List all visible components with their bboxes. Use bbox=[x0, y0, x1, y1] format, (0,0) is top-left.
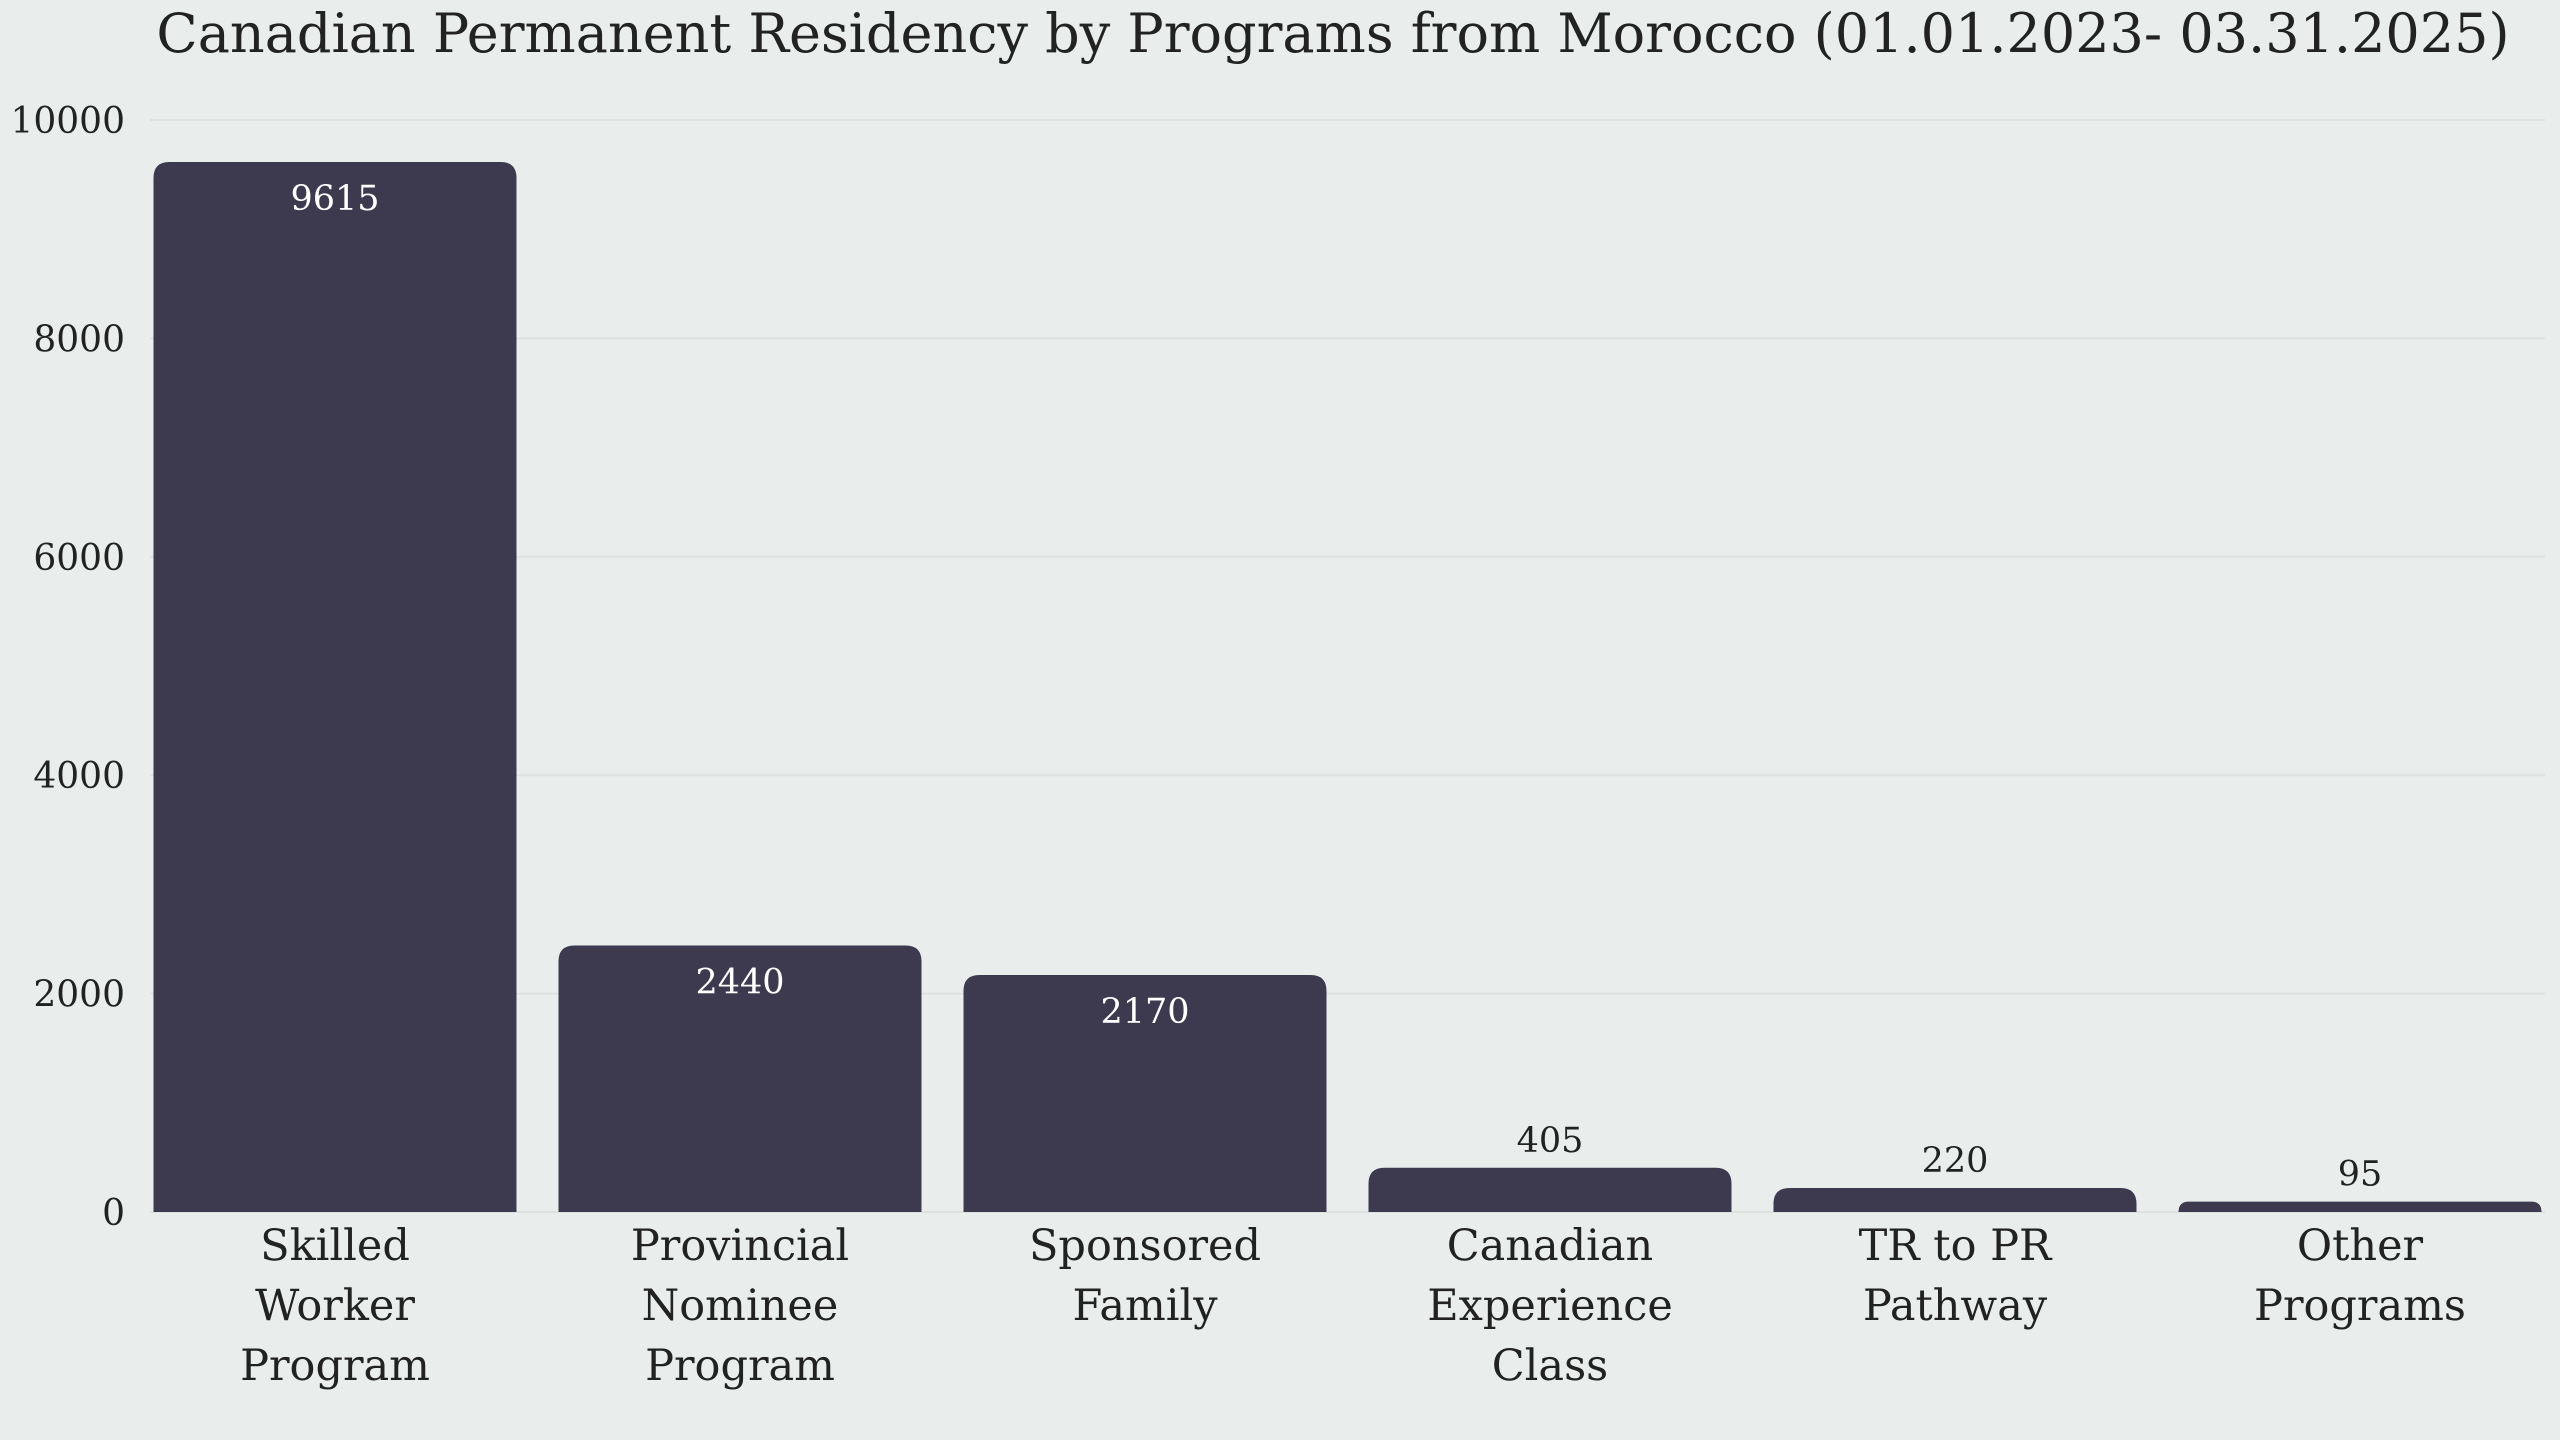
x-tick-label-line: Nominee bbox=[642, 1281, 839, 1331]
x-tick-label-line: Program bbox=[240, 1341, 430, 1391]
y-tick-label: 0 bbox=[102, 1193, 125, 1234]
x-tick-label: Provincial Nominee Program bbox=[631, 1221, 849, 1391]
x-tick-label: TR to PR Pathway bbox=[1859, 1221, 2053, 1331]
data-label: 405 bbox=[1517, 1121, 1584, 1161]
y-tick-label: 8000 bbox=[33, 319, 125, 360]
x-tick-label-line: Other bbox=[2297, 1221, 2424, 1271]
data-label: 2170 bbox=[1100, 992, 1189, 1032]
y-tick-label: 10000 bbox=[10, 101, 125, 142]
x-axis-ticks: SkilledWorkerProgramProvincialNomineePro… bbox=[240, 1221, 2466, 1391]
x-tick-label: Other Programs bbox=[2254, 1221, 2466, 1331]
x-tick-label: Sponsored Family bbox=[1029, 1221, 1261, 1331]
bar bbox=[1368, 1167, 1732, 1212]
x-tick-label-line: Sponsored bbox=[1029, 1221, 1261, 1271]
x-tick-label-line: Skilled bbox=[260, 1221, 410, 1271]
data-label: 95 bbox=[2338, 1155, 2383, 1195]
y-axis-ticks: 0 2000 4000 6000 8000 10000 bbox=[10, 101, 125, 1234]
data-label: 9615 bbox=[290, 179, 379, 219]
x-tick-label-line: Programs bbox=[2254, 1281, 2466, 1331]
x-tick-label: Canadian Experience Class bbox=[1427, 1221, 1673, 1391]
x-tick-label-line: Experience bbox=[1427, 1281, 1673, 1331]
bar bbox=[963, 975, 1327, 1212]
x-tick-label-line: Canadian bbox=[1447, 1221, 1653, 1271]
x-tick-label-line: Program bbox=[645, 1341, 835, 1391]
bar bbox=[558, 945, 922, 1212]
y-tick-label: 6000 bbox=[33, 538, 125, 579]
x-tick-label-line: Worker bbox=[255, 1281, 415, 1331]
data-labels-layer: 9615 2440 2170 405 220 95 bbox=[290, 179, 2382, 1195]
x-tick-label-line: Family bbox=[1072, 1281, 1218, 1331]
x-tick-label-line: Class bbox=[1492, 1341, 1608, 1391]
y-tick-label: 2000 bbox=[33, 975, 125, 1016]
x-tick-label-line: TR to PR bbox=[1859, 1221, 2053, 1271]
data-label: 220 bbox=[1922, 1141, 1989, 1181]
data-label: 2440 bbox=[695, 963, 784, 1003]
x-tick-label-line: Provincial bbox=[631, 1221, 849, 1271]
grid-layer bbox=[150, 119, 2545, 1213]
bar bbox=[153, 162, 517, 1213]
x-tick-label: Skilled Worker Program bbox=[240, 1221, 430, 1391]
bar bbox=[2178, 1201, 2542, 1212]
y-tick-label: 4000 bbox=[33, 756, 125, 797]
x-tick-label-line: Pathway bbox=[1863, 1281, 2048, 1331]
bar bbox=[1773, 1187, 2137, 1212]
chart-title: Canadian Permanent Residency by Programs… bbox=[156, 2, 2509, 65]
bars-layer bbox=[153, 162, 2542, 1213]
